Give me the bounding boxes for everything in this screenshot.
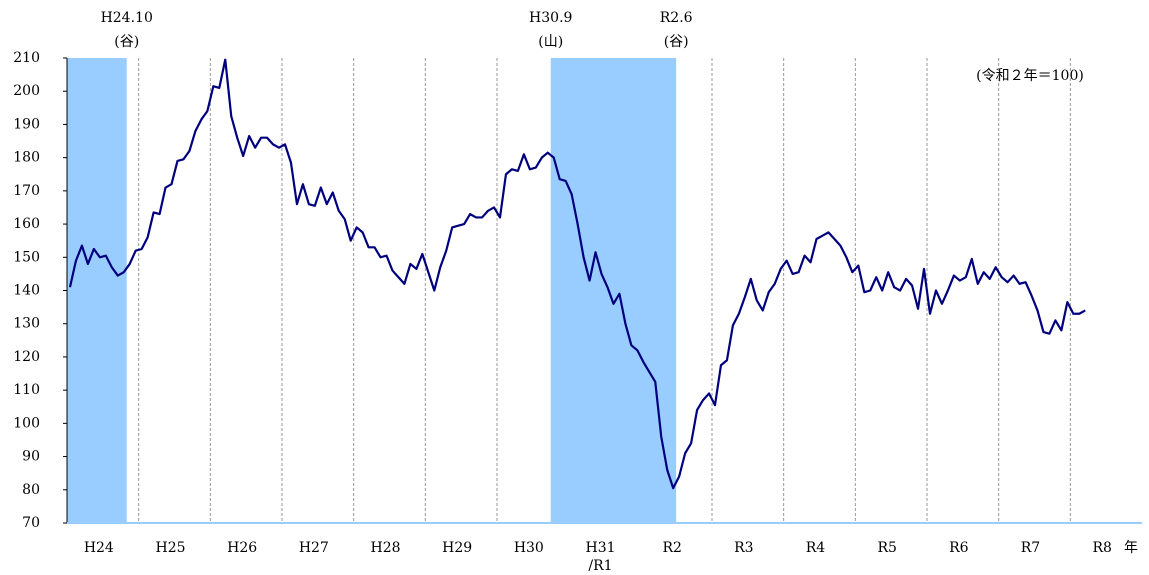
annotation-sublabel: (谷) bbox=[664, 34, 689, 50]
y-tick-label: 110 bbox=[13, 382, 40, 398]
y-tick-label: 200 bbox=[13, 83, 40, 99]
x-tick-label: R4 bbox=[806, 540, 826, 556]
x-tick-label: H29 bbox=[442, 540, 472, 556]
annotation-label: R2.6 bbox=[660, 10, 693, 26]
x-tick-label: R2 bbox=[662, 540, 681, 556]
annotation-label: H30.9 bbox=[529, 10, 572, 26]
y-tick-label: 70 bbox=[22, 515, 40, 531]
x-tick-label: H30 bbox=[514, 540, 544, 556]
x-tick-label: H28 bbox=[370, 540, 400, 556]
shaded-period bbox=[67, 58, 127, 523]
y-tick-label: 130 bbox=[13, 316, 40, 332]
y-tick-label: 210 bbox=[13, 50, 40, 66]
note: (令和２年＝100) bbox=[976, 68, 1084, 84]
y-tick-label: 140 bbox=[13, 283, 40, 299]
x-tick-label: R8 bbox=[1092, 540, 1111, 556]
y-tick-label: 80 bbox=[22, 482, 40, 498]
y-tick-label: 120 bbox=[13, 349, 40, 365]
y-tick-label: 150 bbox=[13, 249, 40, 265]
series-line bbox=[68, 58, 1086, 490]
x-tick-label: H27 bbox=[299, 540, 329, 556]
x-tick-label: R7 bbox=[1021, 540, 1040, 556]
x-unit: 年 bbox=[1124, 540, 1138, 556]
x-tick-label: R3 bbox=[734, 540, 753, 556]
x-tick-line: /R1 bbox=[588, 558, 612, 574]
x-tick-label: R6 bbox=[949, 540, 969, 556]
y-tick-label: 160 bbox=[13, 216, 40, 232]
y-tick-label: 190 bbox=[13, 116, 40, 132]
x-tick-label: H24 bbox=[84, 540, 114, 556]
shaded-period bbox=[550, 58, 677, 523]
annotation-label: H24.10 bbox=[101, 10, 153, 26]
x-tick-line: H31 bbox=[585, 540, 615, 556]
y-tick-label: 170 bbox=[13, 183, 40, 199]
y-tick-label: 90 bbox=[22, 449, 40, 465]
x-tick-label: H31/R1 bbox=[585, 540, 615, 574]
x-tick-label: H25 bbox=[155, 540, 185, 556]
y-tick-label: 180 bbox=[13, 150, 40, 166]
annotation-sublabel: (山) bbox=[538, 34, 563, 50]
y-tick-label: 100 bbox=[13, 415, 40, 431]
x-tick-label: H26 bbox=[227, 540, 257, 556]
x-tick-label: R5 bbox=[877, 540, 896, 556]
annotation-sublabel: (谷) bbox=[114, 34, 139, 50]
